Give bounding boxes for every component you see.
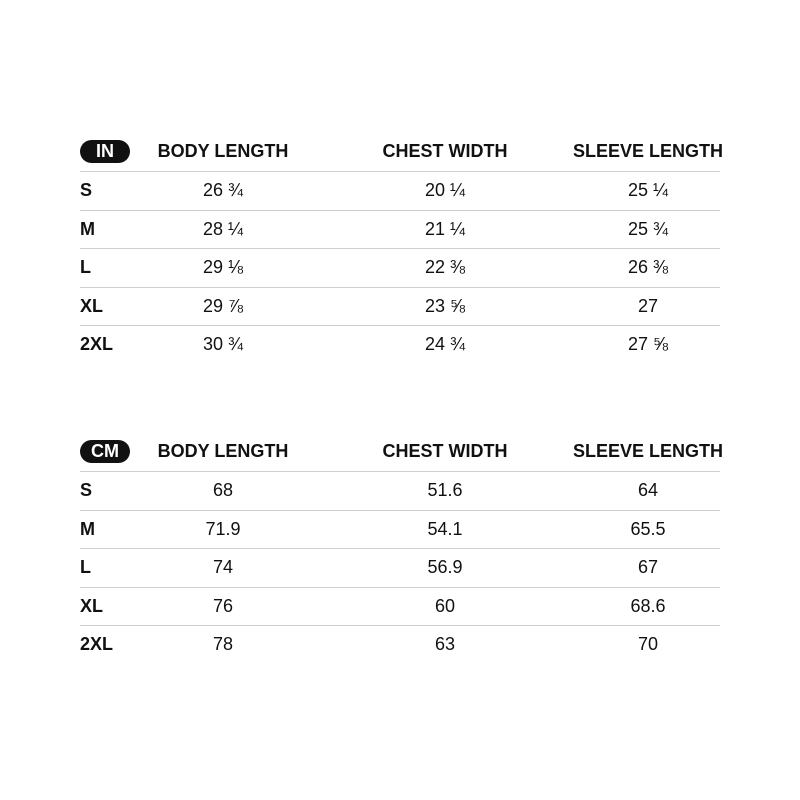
column-header: CHEST WIDTH (382, 141, 508, 161)
table-row: M 71.9 54.1 65.5 (80, 509, 720, 549)
column-header: CHEST WIDTH (382, 441, 508, 461)
column-header: BODY LENGTH (157, 441, 289, 461)
measurement-cell: 78 (212, 634, 234, 654)
unit-badge: CM (80, 440, 130, 463)
table-row: L 29 ⅛ 22 ⅜ 26 ⅜ (80, 248, 720, 287)
table-header: CM BODY LENGTH CHEST WIDTH SLEEVE LENGTH (80, 437, 724, 471)
measurement-cell: 26 ⅜ (627, 257, 669, 277)
size-label: 2XL (80, 634, 114, 654)
measurement-cell: 29 ⅛ (202, 257, 244, 277)
size-label: S (80, 480, 93, 500)
measurement-cell: 28 ¼ (202, 218, 244, 239)
measurement-cell: 22 ⅜ (424, 257, 466, 277)
measurement-cell: 63 (434, 634, 456, 654)
measurement-cell: 51.6 (427, 480, 463, 500)
size-table-in: IN BODY LENGTH CHEST WIDTH SLEEVE LENGTH S 2… (80, 137, 724, 364)
table-header: IN BODY LENGTH CHEST WIDTH SLEEVE LENGTH (80, 137, 724, 171)
measurement-cell: 29 ⅞ (202, 295, 244, 316)
size-label: M (80, 518, 95, 539)
measurement-cell: 26 ¾ (202, 180, 244, 200)
size-label: XL (80, 595, 104, 616)
measurement-cell: 68 (212, 480, 234, 500)
measurement-cell: 27 ⅝ (627, 334, 669, 354)
measurement-cell: 71.9 (205, 518, 241, 539)
table-row: XL 29 ⅞ 23 ⅝ 27 (80, 286, 720, 326)
column-header: SLEEVE LENGTH (572, 441, 724, 461)
measurement-cell: 68.6 (630, 595, 666, 616)
measurement-cell: 23 ⅝ (424, 295, 466, 316)
measurement-cell: 76 (212, 595, 234, 616)
measurement-cell: 25 ¼ (627, 180, 669, 200)
size-label: S (80, 180, 93, 200)
measurement-cell: 64 (637, 480, 659, 500)
table-row: L 74 56.9 67 (80, 548, 720, 587)
column-header: SLEEVE LENGTH (572, 141, 724, 161)
measurement-cell: 74 (212, 557, 234, 577)
column-header: BODY LENGTH (157, 141, 289, 161)
size-label: L (80, 257, 91, 277)
measurement-cell: 25 ¾ (627, 218, 669, 239)
measurement-cell: 20 ¼ (424, 180, 466, 200)
table-row: XL 76 60 68.6 (80, 586, 720, 626)
measurement-cell: 30 ¾ (202, 334, 244, 354)
size-label: XL (80, 295, 104, 316)
table-row: S 68 51.6 64 (80, 471, 720, 510)
measurement-cell: 27 (637, 295, 659, 316)
unit-badge: IN (80, 140, 130, 163)
table-row: M 28 ¼ 21 ¼ 25 ¾ (80, 209, 720, 249)
measurement-cell: 21 ¼ (424, 218, 466, 239)
measurement-cell: 54.1 (427, 518, 463, 539)
measurement-cell: 56.9 (427, 557, 463, 577)
table-row: 2XL 30 ¾ 24 ¾ 27 ⅝ (80, 325, 720, 364)
size-label: M (80, 218, 95, 239)
measurement-cell: 24 ¾ (424, 334, 466, 354)
measurement-cell: 67 (637, 557, 659, 577)
size-label: L (80, 557, 91, 577)
table-row: S 26 ¾ 20 ¼ 25 ¼ (80, 171, 720, 210)
table-row: 2XL 78 63 70 (80, 625, 720, 664)
measurement-cell: 65.5 (630, 518, 666, 539)
measurement-cell: 70 (637, 634, 659, 654)
size-table-cm: CM BODY LENGTH CHEST WIDTH SLEEVE LENGTH S 6… (80, 437, 724, 664)
measurement-cell: 60 (434, 595, 456, 616)
size-label: 2XL (80, 334, 114, 354)
